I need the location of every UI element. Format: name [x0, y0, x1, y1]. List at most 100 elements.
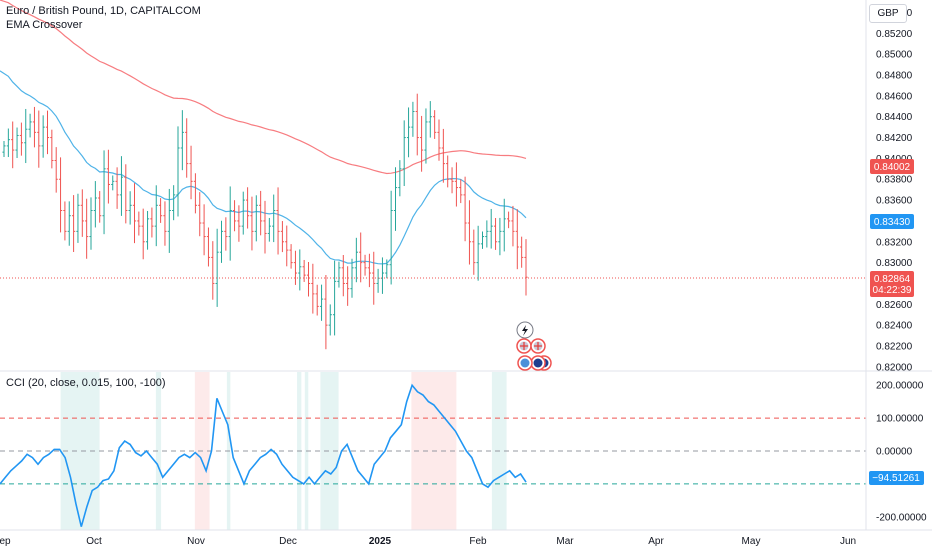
ohlc-bar	[63, 201, 67, 241]
ohlc-bar	[302, 259, 306, 282]
cci-tick-label: -200.00000	[876, 512, 927, 523]
eu-flag-icon[interactable]	[517, 355, 533, 371]
currency-button[interactable]: GBP	[869, 4, 907, 23]
ohlc-bar	[498, 217, 502, 256]
ohlc-bar	[37, 110, 41, 168]
ohlc-bar	[406, 107, 411, 158]
ohlc-bar	[6, 128, 10, 158]
svg-text:0.84002: 0.84002	[874, 162, 911, 173]
ema-long-price-label: 0.84002	[870, 159, 914, 174]
svg-text:0.82864: 0.82864	[874, 274, 911, 285]
time-tick-label: 2025	[369, 536, 392, 547]
time-tick-label: Feb	[469, 536, 487, 547]
ohlc-bar	[119, 156, 124, 216]
ohlc-bar	[515, 209, 519, 270]
ohlc-bar	[285, 225, 289, 267]
indicator-title[interactable]: EMA Crossover	[6, 19, 83, 31]
event-markers[interactable]	[516, 321, 552, 371]
ohlc-bar	[41, 115, 45, 158]
price-tick-label: 0.84600	[876, 91, 913, 102]
ohlc-bar	[154, 185, 158, 247]
ohlc-bar	[424, 108, 428, 164]
price-tick-label: 0.84200	[876, 133, 913, 144]
ohlc-bar	[511, 205, 515, 247]
ohlc-bar	[176, 126, 180, 217]
ohlc-bar	[276, 187, 280, 255]
ohlc-bar	[402, 120, 406, 187]
ohlc-bar	[341, 255, 345, 297]
ohlc-bar	[85, 198, 89, 259]
ohlc-bar	[72, 195, 76, 252]
cci-current-label: −94.51261	[869, 471, 924, 485]
ohlc-bar	[58, 157, 63, 233]
ohlc-bar	[11, 121, 15, 169]
ohlc-bar	[111, 175, 115, 191]
last-price-label: 0.82864 04:22:39	[870, 271, 914, 297]
ohlc-bar	[520, 236, 524, 268]
cci-line	[0, 383, 527, 527]
ohlc-bar	[228, 186, 232, 261]
ohlc-bar	[337, 261, 341, 288]
ohlc-bar	[328, 304, 332, 336]
time-tick-label: ep	[0, 536, 11, 547]
uk-flag-icon[interactable]	[530, 338, 546, 354]
ohlc-bar	[80, 189, 84, 237]
symbol-title[interactable]: Euro / British Pound, 1D, CAPITALCOM	[6, 5, 201, 17]
time-tick-label: Oct	[86, 536, 102, 547]
ohlc-bar	[254, 195, 258, 242]
price-tick-label: 0.82000	[876, 362, 913, 373]
ohlc-bar	[211, 241, 215, 300]
cci-axis-ticks[interactable]: 200.00000 100.00000 0.00000 -200.00000	[876, 381, 927, 524]
price-tick-label: 0.84400	[876, 112, 913, 123]
ohlc-bar	[172, 185, 176, 221]
ohlc-bar	[507, 211, 511, 229]
time-axis-ticks[interactable]: ep Oct Nov Dec 2025 Feb Mar Apr May Jun	[0, 536, 856, 547]
ohlc-bar	[393, 167, 398, 231]
price-tick-label: 0.83800	[876, 175, 913, 186]
ohlc-bar	[420, 115, 424, 172]
time-tick-label: Dec	[279, 536, 297, 547]
ohlc-bar	[137, 211, 141, 236]
ema-lines	[0, 0, 527, 265]
ohlc-bar	[198, 192, 202, 237]
ohlc-bar	[159, 198, 163, 223]
ohlc-bar	[411, 101, 415, 137]
ohlc-bar	[415, 93, 419, 156]
ohlc-bar	[324, 275, 328, 350]
ohlc-bar	[428, 101, 432, 138]
ohlc-bar	[15, 127, 19, 159]
ohlc-bar	[19, 122, 23, 156]
ohlc-bar	[493, 218, 498, 250]
ohlc-bar	[459, 179, 463, 204]
cci-title[interactable]: CCI (20, close, 0.015, 100, -100)	[6, 377, 166, 389]
ohlc-bar	[215, 228, 219, 307]
ohlc-bar	[463, 176, 467, 242]
ohlc-bar	[437, 119, 441, 161]
ohlc-bar	[32, 106, 37, 148]
ohlc-bar	[346, 266, 350, 306]
ohlc-bar	[367, 253, 371, 288]
time-tick-label: Apr	[648, 536, 664, 547]
lightning-icon[interactable]	[516, 321, 534, 339]
ema-short-line	[0, 70, 527, 265]
ohlc-bar	[219, 220, 224, 263]
ohlc-bar	[128, 191, 132, 225]
ohlc-bar	[293, 250, 298, 285]
ohlc-bar	[485, 220, 489, 248]
ohlc-bar	[263, 200, 267, 254]
ohlc-bar	[224, 217, 228, 251]
eu-flag-icon[interactable]	[530, 355, 546, 371]
uk-flag-icon[interactable]	[516, 338, 532, 354]
ohlc-bar	[28, 113, 32, 138]
time-tick-label: May	[742, 536, 761, 547]
ohlc-bar	[246, 187, 250, 229]
svg-text:0.83430: 0.83430	[874, 217, 911, 228]
ohlc-bar	[193, 173, 197, 214]
ohlc-bar	[259, 190, 263, 236]
ohlc-bar	[54, 147, 58, 193]
price-tick-label: 0.84800	[876, 71, 913, 82]
price-tick-label: 0.83600	[876, 196, 913, 207]
price-axis-ticks[interactable]: 0.854000.852000.850000.848000.846000.844…	[876, 8, 913, 373]
price-tick-label: 0.83200	[876, 237, 913, 248]
